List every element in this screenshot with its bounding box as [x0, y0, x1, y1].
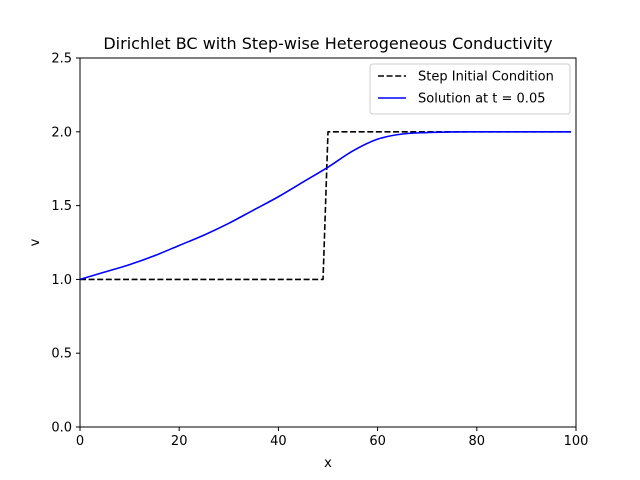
plot-area — [80, 58, 576, 427]
series-line-solution — [79, 130, 572, 281]
chart-title: Dirichlet BC with Step-wise Heterogeneou… — [103, 34, 552, 53]
legend-label-solution: Solution at t = 0.05 — [418, 92, 546, 107]
legend: Step Initial Condition Solution at t = 0… — [369, 63, 571, 115]
y-tick-label: 0.0 — [51, 421, 72, 436]
y-tick-label: 0.5 — [51, 347, 72, 362]
x-tick-label: 60 — [369, 434, 386, 449]
x-tick-label: 20 — [171, 434, 188, 449]
y-axis: 0.0 0.5 1.0 1.5 2.0 2.5 — [51, 52, 80, 436]
x-axis: 0 20 40 60 80 100 — [76, 427, 589, 449]
x-tick-label: 80 — [469, 434, 486, 449]
y-tick-label: 1.5 — [51, 199, 72, 214]
x-tick-label: 100 — [564, 434, 589, 449]
x-tick-label: 0 — [76, 434, 84, 449]
plot-frame — [79, 57, 577, 428]
x-axis-label: x — [324, 456, 332, 471]
y-tick-label: 1.0 — [51, 273, 72, 288]
legend-label-step-initial: Step Initial Condition — [418, 70, 554, 85]
y-tick-label: 2.0 — [51, 125, 72, 140]
y-axis-label: v — [28, 238, 43, 246]
y-tick-label: 2.5 — [51, 52, 72, 67]
series-layer — [79, 130, 572, 281]
x-tick-label: 40 — [270, 434, 287, 449]
legend-box — [369, 63, 571, 115]
